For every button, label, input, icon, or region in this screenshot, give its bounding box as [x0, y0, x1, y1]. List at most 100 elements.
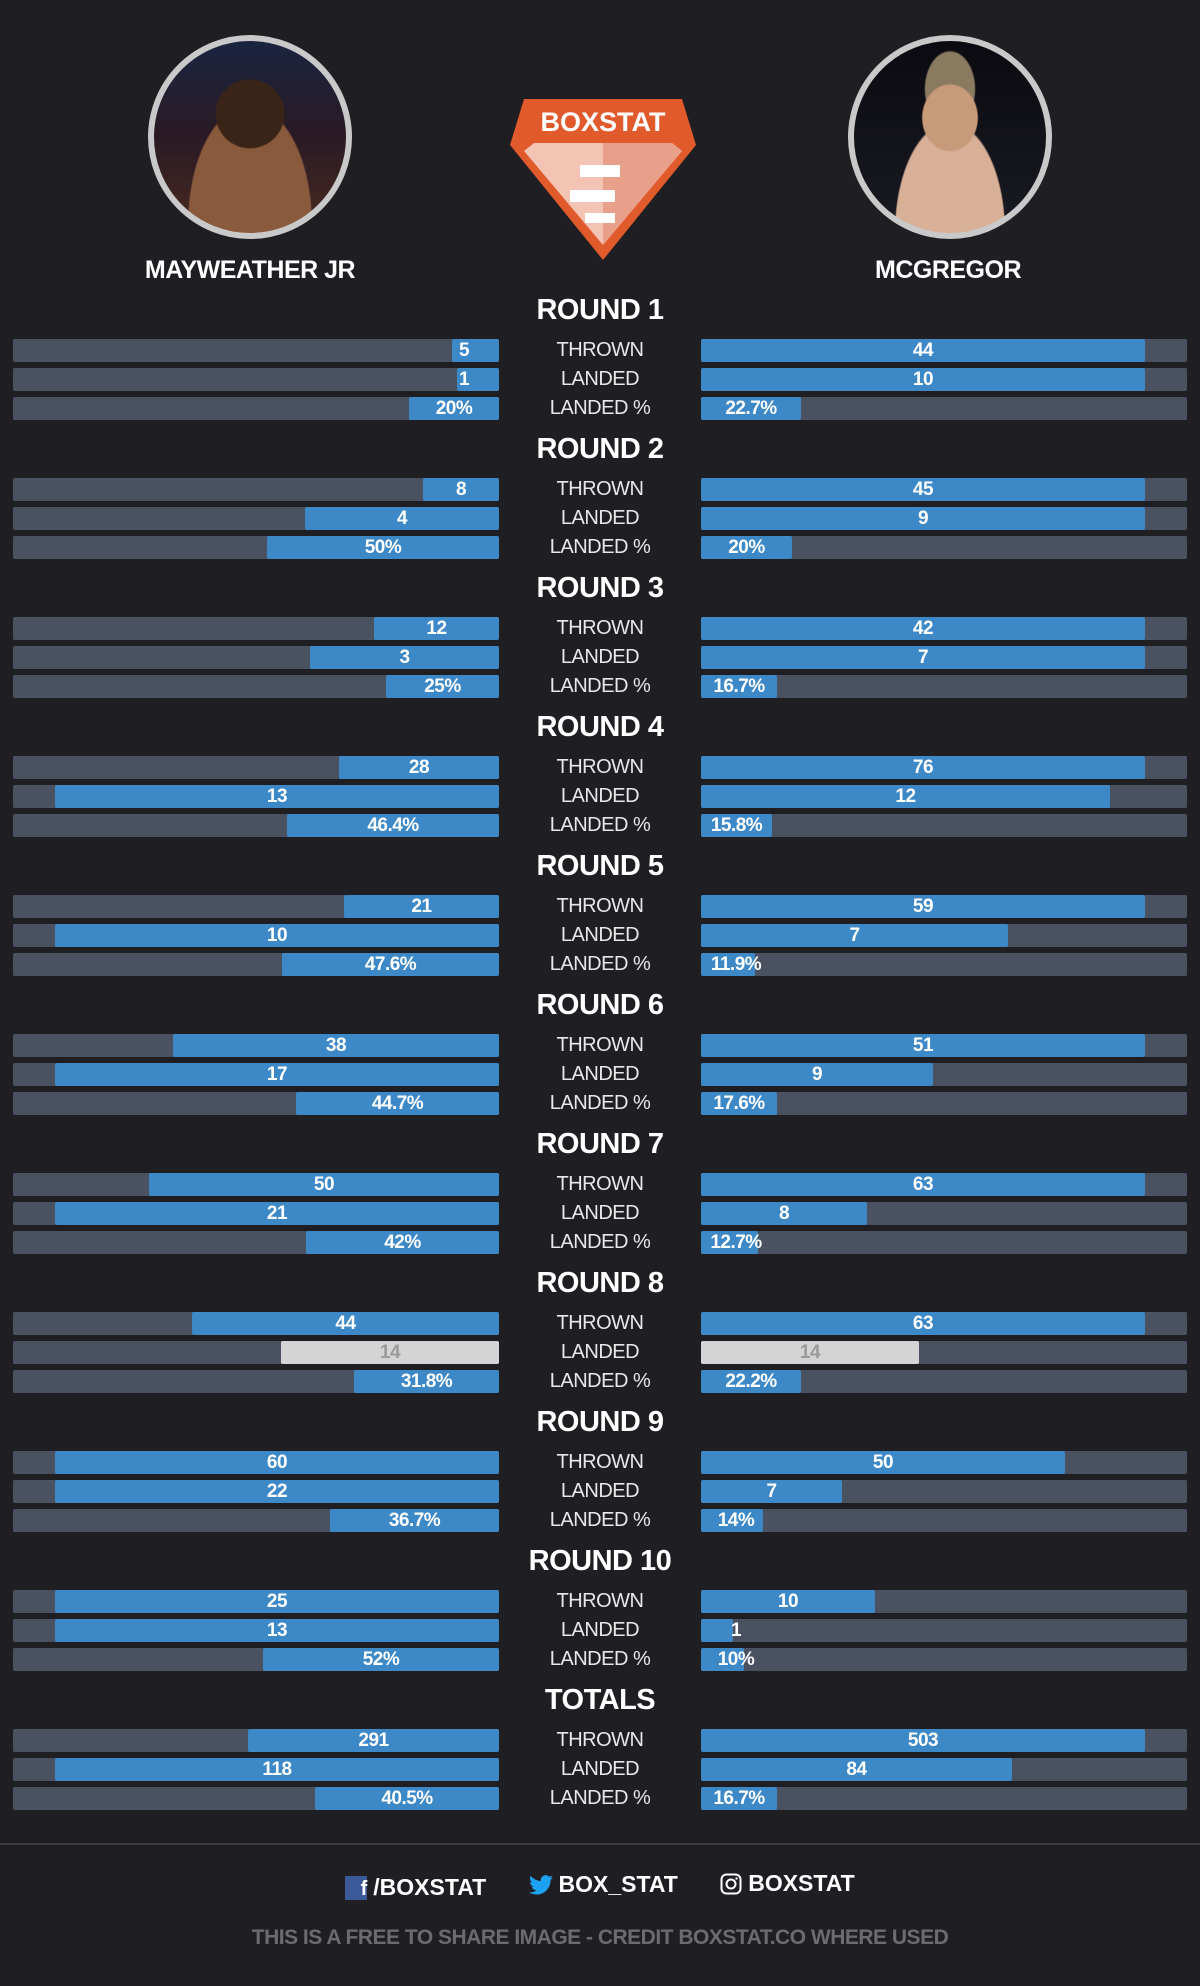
right-stat-fill — [701, 1202, 867, 1225]
left-stat-value: 52% — [362, 1649, 400, 1670]
right-stat-bar: 9 — [701, 1063, 1187, 1086]
left-stat-fill — [248, 1729, 499, 1752]
stat-label: LANDED — [560, 1202, 640, 1224]
right-stat-fill — [701, 1648, 744, 1671]
left-stat-bar: 52% — [13, 1648, 499, 1671]
right-stat-fill — [701, 1619, 733, 1642]
left-stat-bar: 28 — [13, 756, 499, 779]
right-stat-bar: 1 — [701, 1619, 1187, 1642]
stat-label: LANDED % — [549, 1648, 651, 1670]
facebook-link[interactable]: f/BOXSTAT — [345, 1874, 486, 1901]
left-stat-bar: 13 — [13, 1619, 499, 1642]
right-stat-fill — [701, 1173, 1145, 1196]
left-stat-fill — [296, 1092, 499, 1115]
stat-label: LANDED % — [549, 814, 651, 836]
right-stat-value: 7 — [849, 925, 860, 946]
right-stat-value: 16.7% — [713, 676, 765, 697]
stat-label: THROWN — [556, 1729, 644, 1751]
round-section: ROUND 4 28 76 THROWN 13 12 LANDED 46.4% 15.8% LAN… — [0, 711, 1200, 866]
right-stat-value: 9 — [811, 1064, 823, 1085]
left-stat-bar: 21 — [13, 1202, 499, 1225]
right-stat-fill — [701, 1509, 763, 1532]
left-stat-bar: 50% — [13, 536, 499, 559]
right-stat-bar: 503 — [701, 1729, 1187, 1752]
round-title: ROUND 5 — [536, 850, 664, 882]
left-stat-fill — [287, 814, 499, 837]
right-stat-bar: 10 — [701, 1590, 1187, 1613]
left-stat-fill — [282, 953, 499, 976]
left-stat-fill — [263, 1648, 499, 1671]
left-stat-bar: 4 — [13, 507, 499, 530]
round-title: ROUND 2 — [536, 433, 664, 465]
right-stat-bar: 63 — [701, 1173, 1187, 1196]
right-stat-bar: 22.2% — [701, 1370, 1187, 1393]
right-stat-bar: 50 — [701, 1451, 1187, 1474]
left-stat-fill — [55, 1758, 499, 1781]
right-stat-bar: 63 — [701, 1312, 1187, 1335]
right-stat-fill — [701, 1231, 758, 1254]
left-stat-fill — [310, 646, 499, 669]
left-stat-value: 25 — [266, 1591, 288, 1612]
right-stat-fill — [701, 1034, 1145, 1057]
stat-label: THROWN — [556, 895, 644, 917]
left-stat-value: 21 — [411, 896, 432, 917]
stat-row: 50 63 THROWN — [0, 1173, 1200, 1196]
round-title: ROUND 7 — [536, 1128, 664, 1160]
twitter-handle: BOX_STAT — [558, 1871, 678, 1897]
right-stat-fill — [701, 1480, 842, 1503]
stat-row: 50% 20% LANDED % — [0, 536, 1200, 559]
right-stat-bar: 10 — [701, 368, 1187, 391]
stat-row: 4 9 LANDED — [0, 507, 1200, 530]
facebook-handle: /BOXSTAT — [373, 1874, 487, 1900]
left-stat-bar: 12 — [13, 617, 499, 640]
left-stat-fill — [452, 339, 499, 362]
left-stat-value: 4 — [396, 508, 408, 529]
stat-label: THROWN — [556, 1590, 644, 1612]
round-title: ROUND 10 — [528, 1545, 672, 1577]
stat-label: LANDED % — [549, 1370, 651, 1392]
stat-label: THROWN — [556, 617, 644, 639]
twitter-link[interactable]: BOX_STAT — [528, 1871, 678, 1898]
right-stat-fill — [701, 536, 792, 559]
stat-label: LANDED — [560, 646, 640, 668]
right-stat-bar: 14% — [701, 1509, 1187, 1532]
left-stat-bar: 22 — [13, 1480, 499, 1503]
left-stat-fill — [173, 1034, 499, 1057]
stat-label: LANDED — [560, 1480, 640, 1502]
instagram-link[interactable]: BOXSTAT — [720, 1870, 855, 1897]
left-stat-fill — [55, 785, 499, 808]
left-stat-bar: 10 — [13, 924, 499, 947]
left-stat-value: 12 — [426, 618, 447, 639]
fighter-photo-right — [848, 35, 1052, 239]
left-stat-bar: 8 — [13, 478, 499, 501]
right-stat-value: 45 — [912, 479, 934, 500]
credit-text: THIS IS A FREE TO SHARE IMAGE - CREDIT B… — [251, 1926, 949, 1949]
right-stat-value: 7 — [917, 647, 929, 668]
left-stat-bar: 40.5% — [13, 1787, 499, 1810]
right-stat-bar: 16.7% — [701, 675, 1187, 698]
right-stat-value: 9 — [917, 508, 929, 529]
left-stat-value: 46.4% — [367, 815, 419, 836]
stat-row: 40.5% 16.7% LANDED % — [0, 1787, 1200, 1810]
round-section: ROUND 6 38 51 THROWN 17 9 LANDED 44.7% 17.6% LAND… — [0, 989, 1200, 1144]
right-stat-fill — [701, 675, 777, 698]
stat-row: 3 7 LANDED — [0, 646, 1200, 669]
round-title: ROUND 9 — [536, 1406, 664, 1438]
left-stat-value: 28 — [408, 757, 430, 778]
right-stat-bar: 45 — [701, 478, 1187, 501]
stat-label: LANDED — [560, 785, 640, 807]
fighter-photo-left — [148, 35, 352, 239]
instagram-handle: BOXSTAT — [748, 1870, 855, 1896]
round-section: ROUND 3 12 42 THROWN 3 7 LANDED 25% 16.7% LANDED … — [0, 572, 1200, 727]
footer-divider — [0, 1843, 1200, 1845]
left-stat-bar: 3 — [13, 646, 499, 669]
left-stat-value: 118 — [262, 1759, 292, 1780]
right-stat-bar: 59 — [701, 895, 1187, 918]
right-stat-bar: 14 — [701, 1341, 1187, 1364]
stat-label: THROWN — [556, 339, 644, 361]
stat-label: LANDED % — [549, 536, 651, 558]
stat-row: 10 7 LANDED — [0, 924, 1200, 947]
right-stat-value: 10 — [777, 1591, 799, 1612]
left-stat-fill — [55, 924, 499, 947]
right-stat-bar: 42 — [701, 617, 1187, 640]
